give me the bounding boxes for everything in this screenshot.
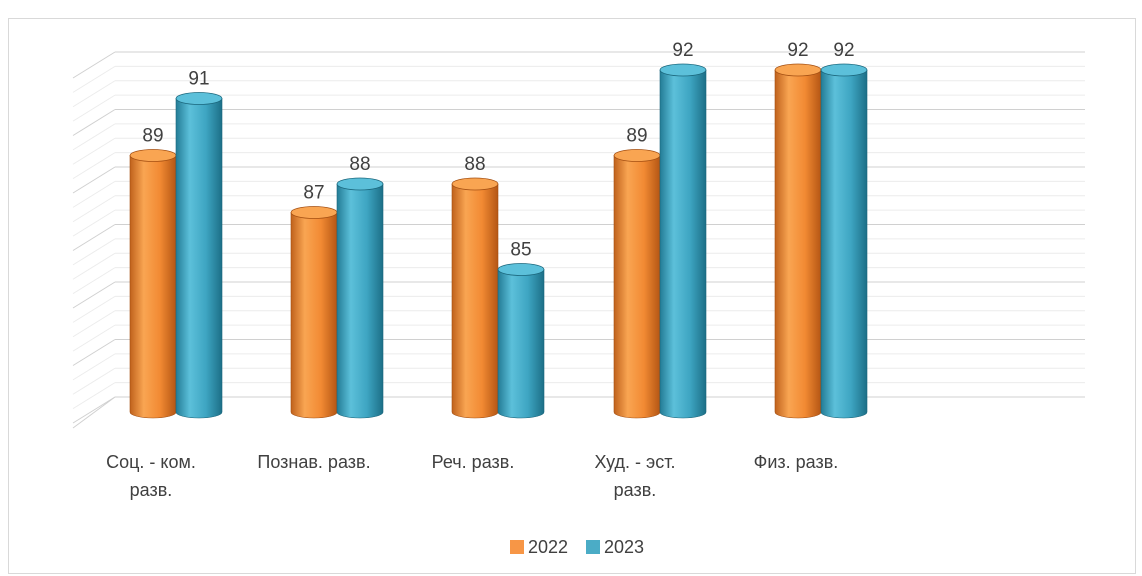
gridline-side xyxy=(72,152,116,180)
gridline-side xyxy=(72,339,116,366)
gridline-side xyxy=(72,209,116,237)
category-label: Физ. разв. xyxy=(754,452,839,472)
gridline-side xyxy=(72,94,116,122)
bar-2022-0 xyxy=(129,149,177,419)
gridline-side xyxy=(72,109,116,136)
bar-2023-2 xyxy=(497,263,545,419)
data-label: 87 xyxy=(303,183,324,204)
legend-swatch xyxy=(586,540,600,554)
gridline-side xyxy=(72,396,116,424)
legend-label: 2023 xyxy=(604,537,644,557)
bar-2023-1 xyxy=(336,177,384,419)
category-labels: Соц. - ком. разв. Познав. разв. Реч. разв. Х… xyxy=(106,452,838,500)
gridline-side xyxy=(72,80,116,108)
bar-2022-1 xyxy=(290,206,338,419)
bars xyxy=(129,63,868,419)
gridline-side xyxy=(72,382,116,410)
gridlines xyxy=(72,51,1085,429)
data-label: 92 xyxy=(672,40,693,61)
gridline-side xyxy=(72,238,116,266)
data-labels: 89 91 87 88 88 85 89 92 92 92 xyxy=(142,40,854,261)
gridline-side xyxy=(72,195,116,223)
data-label: 91 xyxy=(188,69,209,90)
data-label: 88 xyxy=(464,154,485,175)
category-label: разв. xyxy=(614,480,657,500)
gridline-side xyxy=(72,51,116,79)
data-label: 92 xyxy=(787,40,808,61)
category-label: Худ. - эст. xyxy=(595,452,676,472)
category-label: Соц. - ком. xyxy=(106,452,196,472)
gridline-side xyxy=(72,267,116,295)
gridline-side xyxy=(72,281,116,309)
bar-2023-0 xyxy=(175,92,223,419)
gridline-side xyxy=(72,137,116,165)
data-label: 88 xyxy=(349,154,370,175)
data-label: 85 xyxy=(510,240,531,261)
data-label: 92 xyxy=(833,40,854,61)
bar-2022-3 xyxy=(613,149,661,419)
legend: 2022 2023 xyxy=(510,537,644,557)
legend-swatch xyxy=(510,540,524,554)
gridline-side xyxy=(72,295,116,323)
category-label: Познав. разв. xyxy=(257,452,370,472)
gridline-side xyxy=(72,324,116,352)
gridline-side xyxy=(72,367,116,395)
data-label: 89 xyxy=(626,126,647,147)
gridline-side xyxy=(72,353,116,381)
gridline-side xyxy=(72,166,116,194)
data-label: 89 xyxy=(142,126,163,147)
gridline-side xyxy=(72,252,116,280)
category-label: Реч. разв. xyxy=(432,452,515,472)
legend-label: 2022 xyxy=(528,537,568,557)
bar-2022-4 xyxy=(774,63,822,419)
gridline-side xyxy=(72,123,116,151)
bar-2022-2 xyxy=(451,177,499,419)
gridline-side xyxy=(72,180,116,208)
gridline-side xyxy=(72,224,116,251)
category-label: разв. xyxy=(130,480,173,500)
bar-2023-4 xyxy=(820,63,868,419)
gridline-side xyxy=(72,65,116,93)
floor-edge xyxy=(72,396,116,429)
bar-2023-3 xyxy=(659,63,707,419)
gridline-side xyxy=(72,310,116,338)
